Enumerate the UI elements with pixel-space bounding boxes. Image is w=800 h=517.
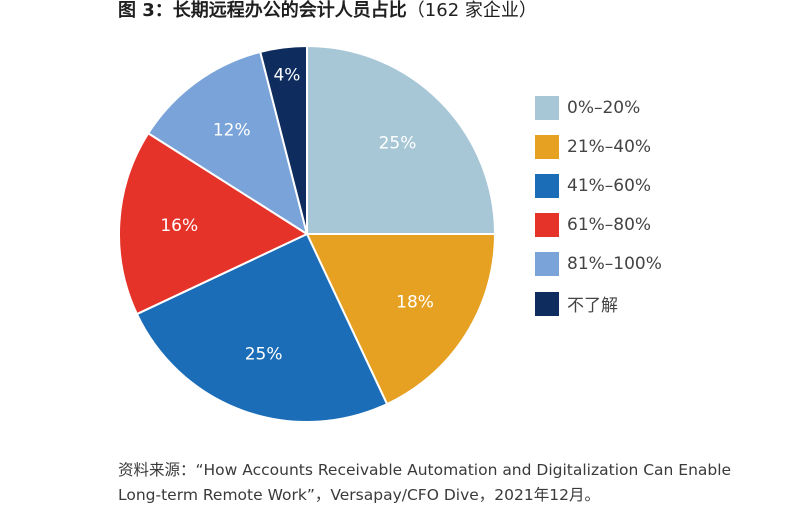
legend-item: 21%–40% xyxy=(535,127,662,166)
chart-title-sub: （162 家企业） xyxy=(406,0,537,21)
legend-swatch xyxy=(535,252,559,277)
legend-item: 不了解 xyxy=(535,284,662,323)
source-note: 资料来源：“How Accounts Receivable Automation… xyxy=(118,461,732,504)
legend-item: 41%–60% xyxy=(535,166,662,205)
pie-slice-label: 25% xyxy=(245,344,283,364)
pie-slice xyxy=(259,44,308,235)
pie-slice-label: 25% xyxy=(379,133,417,153)
legend-item: 81%–100% xyxy=(535,245,662,284)
pie-slices xyxy=(118,44,497,423)
pie-slice xyxy=(146,50,309,237)
pie-value-labels: 25% 18% 25% 16% 12% 4% xyxy=(160,65,434,364)
legend-swatch xyxy=(535,173,559,198)
pie-slice-label: 18% xyxy=(396,293,434,313)
legend-label: 21%–40% xyxy=(567,136,652,157)
legend-label: 0%–20% xyxy=(567,97,641,118)
pie-slice xyxy=(306,44,497,235)
legend-swatch xyxy=(535,291,559,316)
chart-legend: 0%–20% 21%–40% 41%–60% 61%–80% 81%–100% 不了解 xyxy=(535,88,662,323)
legend-swatch xyxy=(535,134,559,159)
chart-title: 图 3：长期远程办公的会计人员占比（162 家企业） xyxy=(118,0,537,22)
legend-label: 61%–80% xyxy=(567,215,652,236)
legend-item: 61%–80% xyxy=(535,206,662,245)
pie-slice-label: 12% xyxy=(213,120,251,140)
pie-slice-label: 4% xyxy=(273,65,300,85)
pie-slice xyxy=(135,232,389,423)
chart-title-main: 图 3：长期远程办公的会计人员占比 xyxy=(118,0,407,21)
pie-slice xyxy=(305,233,497,406)
legend-swatch xyxy=(535,213,559,238)
pie-slice xyxy=(118,131,310,316)
legend-label: 不了解 xyxy=(567,296,618,317)
legend-swatch xyxy=(535,95,559,120)
pie-slice-label: 16% xyxy=(160,216,198,236)
legend-item: 0%–20% xyxy=(535,88,662,127)
legend-label: 41%–60% xyxy=(567,175,652,196)
legend-label: 81%–100% xyxy=(567,254,662,275)
